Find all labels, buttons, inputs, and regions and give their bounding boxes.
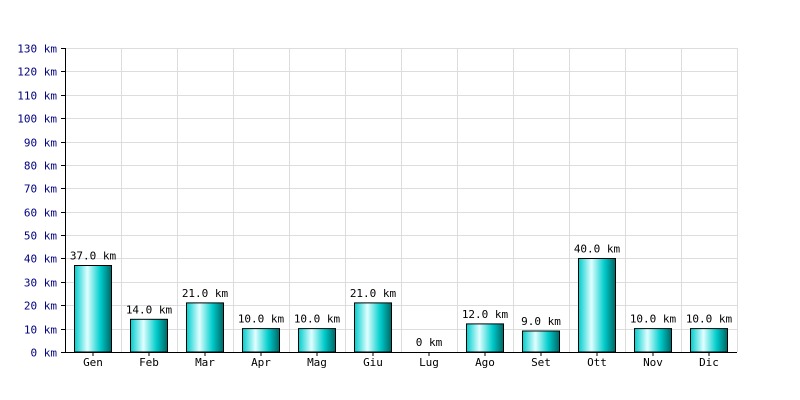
data-label-lug: 0 km xyxy=(416,336,443,349)
bar-mar xyxy=(186,302,224,353)
y-tick-label: 40 km xyxy=(24,253,57,266)
y-tick-label: 110 km xyxy=(17,90,57,103)
data-label-gen: 37.0 km xyxy=(70,250,117,263)
axis-layer xyxy=(61,48,737,356)
data-label-ott: 40.0 km xyxy=(574,243,621,256)
y-tick-label: 20 km xyxy=(24,300,57,313)
y-tick-label: 80 km xyxy=(24,160,57,173)
x-tick-label-dic: Dic xyxy=(699,356,719,369)
y-tick-label: 0 km xyxy=(31,347,58,360)
y-tick-label: 30 km xyxy=(24,277,57,290)
y-tick-label: 120 km xyxy=(17,66,57,79)
data-label-mag: 10.0 km xyxy=(294,313,341,326)
data-label-nov: 10.0 km xyxy=(630,313,677,326)
bar-dic xyxy=(690,328,728,353)
x-tick-label-ott: Ott xyxy=(587,356,607,369)
x-tick-label-mag: Mag xyxy=(307,356,327,369)
data-label-feb: 14.0 km xyxy=(126,303,173,316)
data-label-dic: 10.0 km xyxy=(686,313,733,326)
bar-feb xyxy=(130,318,168,353)
bar-gen xyxy=(74,265,112,353)
bar-nov xyxy=(634,328,672,353)
x-tick-label-gen: Gen xyxy=(83,356,103,369)
grid-layer xyxy=(65,48,738,353)
x-tick-label-feb: Feb xyxy=(139,356,159,369)
y-tick-label: 50 km xyxy=(24,230,57,243)
y-tick-label: 70 km xyxy=(24,183,57,196)
data-label-apr: 10.0 km xyxy=(238,313,285,326)
x-tick-label-apr: Apr xyxy=(251,356,271,369)
x-tick-label-lug: Lug xyxy=(419,356,439,369)
x-tick-label-ago: Ago xyxy=(475,356,495,369)
x-tick-label-giu: Giu xyxy=(363,356,383,369)
data-label-mar: 21.0 km xyxy=(182,287,229,300)
bar-apr xyxy=(242,328,280,353)
data-label-set: 9.0 km xyxy=(521,315,561,328)
labels-layer: 0 km 10 km 20 km 30 km 40 km 50 km 60 km 70 km 8… xyxy=(17,43,732,370)
bar-mag xyxy=(298,328,336,353)
bar-ott xyxy=(578,258,616,353)
data-label-ago: 12.0 km xyxy=(462,308,509,321)
y-tick-label: 90 km xyxy=(24,137,57,150)
y-tick-label: 100 km xyxy=(17,113,57,126)
bar-giu xyxy=(354,302,392,353)
y-tick-label: 10 km xyxy=(24,324,57,337)
data-label-giu: 21.0 km xyxy=(350,287,397,300)
y-tick-label: 60 km xyxy=(24,207,57,220)
x-tick-label-mar: Mar xyxy=(195,356,215,369)
bar-set xyxy=(522,330,560,353)
x-tick-label-nov: Nov xyxy=(643,356,663,369)
bar-ago xyxy=(466,323,504,353)
x-tick-label-set: Set xyxy=(531,356,551,369)
y-tick-label: 130 km xyxy=(17,43,57,56)
